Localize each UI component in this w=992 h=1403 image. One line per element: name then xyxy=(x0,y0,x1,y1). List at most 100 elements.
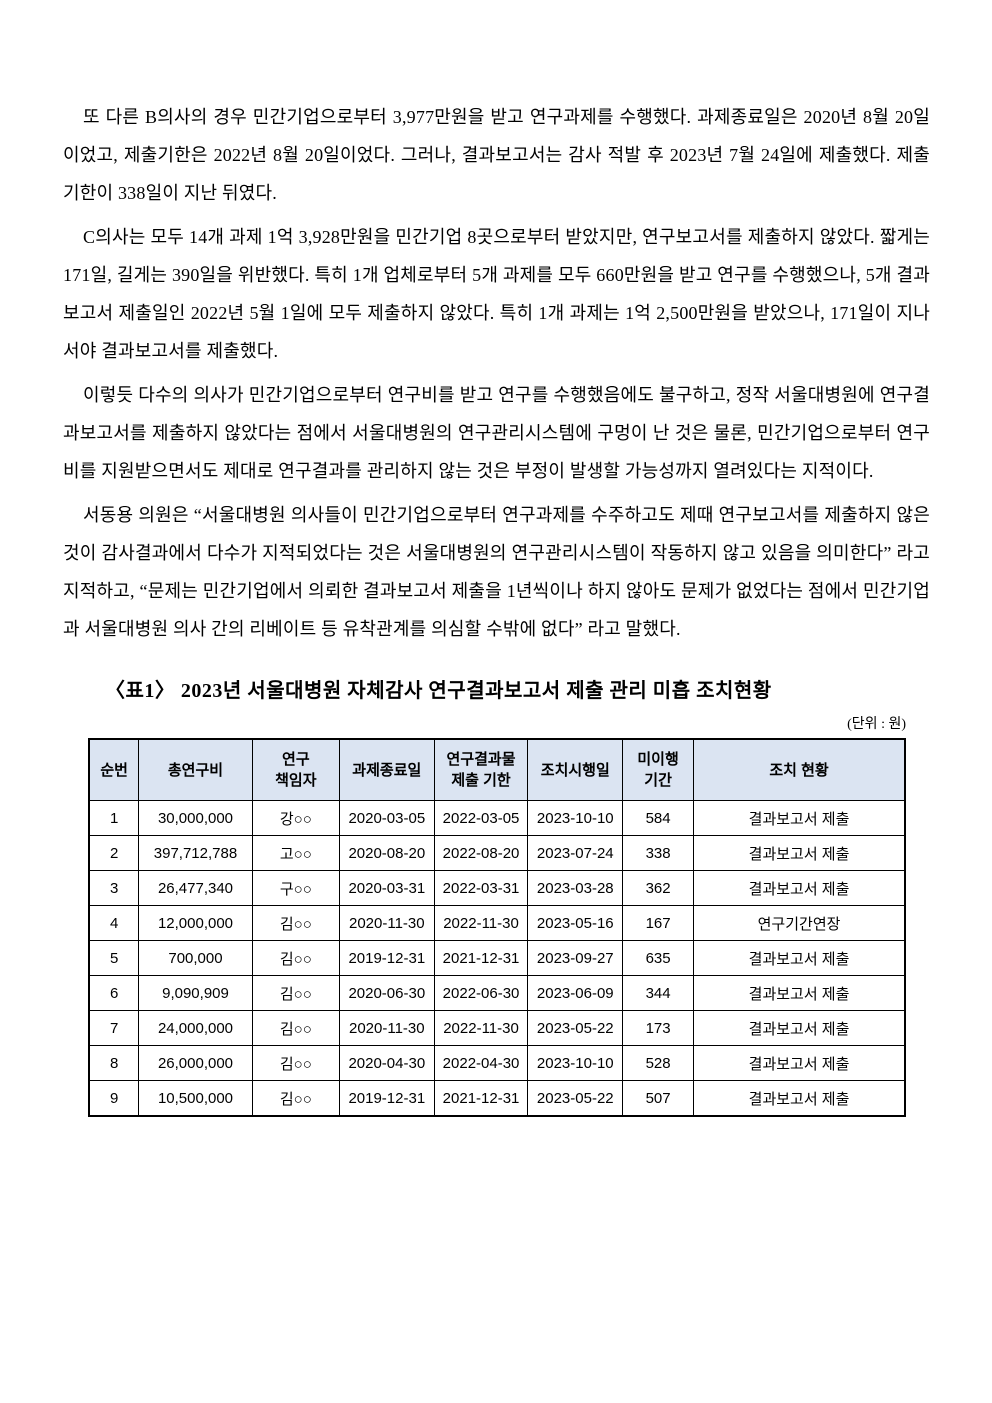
audit-table: 순번 총연구비 연구 책임자 과제종료일 연구결과물 제출 기한 조치시행일 미… xyxy=(88,738,906,1117)
table-cell: 528 xyxy=(622,1045,695,1081)
table-cell: 10,500,000 xyxy=(138,1080,253,1117)
column-header-index: 순번 xyxy=(88,738,140,801)
table-cell: 6 xyxy=(88,975,140,1011)
paragraph-quote: 서동용 의원은 “서울대병원 의사들이 민간기업으로부터 연구과제를 수주하고도… xyxy=(63,505,930,639)
table-cell: 2022-11-30 xyxy=(433,905,529,941)
table-cell: 2019-12-31 xyxy=(338,940,435,976)
table-cell: 2020-11-30 xyxy=(338,905,435,941)
table-cell: 8 xyxy=(88,1045,140,1081)
table-cell: 26,000,000 xyxy=(138,1045,253,1081)
unit-note: (단위 : 원) xyxy=(847,717,906,732)
table-cell: 2023-05-22 xyxy=(527,1080,624,1117)
article-body: 또 다른 B의사의 경우 민간기업으로부터 3,977만원을 받고 연구과제를 … xyxy=(63,98,930,648)
table-title: 〈표1〉 2023년 서울대병원 자체감사 연구결과보고서 제출 관리 미흡 조… xyxy=(105,680,772,702)
table-cell: 2021-12-31 xyxy=(433,1080,529,1117)
table-cell: 김○○ xyxy=(251,940,340,976)
paragraph-commentary: 이렇듯 다수의 의사가 민간기업으로부터 연구비를 받고 연구를 수행했음에도 … xyxy=(63,385,930,481)
table-cell: 2021-12-31 xyxy=(433,940,529,976)
table-cell: 26,477,340 xyxy=(138,870,253,906)
table-cell: 강○○ xyxy=(251,800,340,836)
table-cell: 결과보고서 제출 xyxy=(693,975,906,1011)
table-row: 9 10,500,000 김○○ 2019-12-31 2021-12-31 2023-0… xyxy=(88,1080,906,1117)
table-cell: 30,000,000 xyxy=(138,800,253,836)
table-cell: 338 xyxy=(622,835,695,871)
table-cell: 9,090,909 xyxy=(138,975,253,1011)
table-cell: 4 xyxy=(88,905,140,941)
table-cell: 2022-03-31 xyxy=(433,870,529,906)
column-header-researcher: 연구 책임자 xyxy=(251,738,340,801)
table-cell: 584 xyxy=(622,800,695,836)
table-body: 1 30,000,000 강○○ 2020-03-05 2022-03-05 2023-1… xyxy=(88,800,906,1117)
column-header-action-date: 조치시행일 xyxy=(527,738,624,801)
table-cell: 2023-06-09 xyxy=(527,975,624,1011)
column-header-total-fund: 총연구비 xyxy=(138,738,253,801)
header-row: 순번 총연구비 연구 책임자 과제종료일 연구결과물 제출 기한 조치시행일 미… xyxy=(88,738,906,801)
table-cell: 2020-04-30 xyxy=(338,1045,435,1081)
paragraph-case-b: 또 다른 B의사의 경우 민간기업으로부터 3,977만원을 받고 연구과제를 … xyxy=(63,107,930,203)
table-cell: 2023-09-27 xyxy=(527,940,624,976)
table-cell: 1 xyxy=(88,800,140,836)
table-cell: 173 xyxy=(622,1010,695,1046)
table-cell: 2022-04-30 xyxy=(433,1045,529,1081)
table-cell: 김○○ xyxy=(251,1045,340,1081)
table-cell: 결과보고서 제출 xyxy=(693,870,906,906)
table-cell: 고○○ xyxy=(251,835,340,871)
table-cell: 2020-06-30 xyxy=(338,975,435,1011)
table-cell: 2022-06-30 xyxy=(433,975,529,1011)
table-cell: 3 xyxy=(88,870,140,906)
table-cell: 5 xyxy=(88,940,140,976)
table-cell: 2023-03-28 xyxy=(527,870,624,906)
table-cell: 2023-10-10 xyxy=(527,800,624,836)
table-cell: 김○○ xyxy=(251,905,340,941)
table-row: 5 700,000 김○○ 2019-12-31 2021-12-31 2023-09-2… xyxy=(88,940,906,976)
table-section: 〈표1〉 2023년 서울대병원 자체감사 연구결과보고서 제출 관리 미흡 조… xyxy=(88,674,906,1117)
table-cell: 507 xyxy=(622,1080,695,1117)
table-cell: 결과보고서 제출 xyxy=(693,1010,906,1046)
table-row: 8 26,000,000 김○○ 2020-04-30 2022-04-30 2023-1… xyxy=(88,1045,906,1081)
table-cell: 2023-10-10 xyxy=(527,1045,624,1081)
table-cell: 24,000,000 xyxy=(138,1010,253,1046)
table-cell: 결과보고서 제출 xyxy=(693,835,906,871)
table-cell: 2020-08-20 xyxy=(338,835,435,871)
table-cell: 700,000 xyxy=(138,940,253,976)
table-row: 2 397,712,788 고○○ 2020-08-20 2022-08-20 2023-… xyxy=(88,835,906,871)
table-cell: 연구기간연장 xyxy=(693,905,906,941)
column-header-deadline: 연구결과물 제출 기한 xyxy=(433,738,529,801)
table-cell: 구○○ xyxy=(251,870,340,906)
table-cell: 2023-05-22 xyxy=(527,1010,624,1046)
table-cell: 397,712,788 xyxy=(138,835,253,871)
table-cell: 167 xyxy=(622,905,695,941)
table-cell: 2020-03-31 xyxy=(338,870,435,906)
table-cell: 7 xyxy=(88,1010,140,1046)
table-cell: 2023-07-24 xyxy=(527,835,624,871)
column-header-project-end: 과제종료일 xyxy=(338,738,435,801)
column-header-overdue-days: 미이행 기간 xyxy=(622,738,695,801)
table-cell: 2022-08-20 xyxy=(433,835,529,871)
table-cell: 2022-03-05 xyxy=(433,800,529,836)
table-cell: 2020-03-05 xyxy=(338,800,435,836)
table-cell: 2022-11-30 xyxy=(433,1010,529,1046)
table-cell: 2 xyxy=(88,835,140,871)
table-cell: 2020-11-30 xyxy=(338,1010,435,1046)
table-cell: 결과보고서 제출 xyxy=(693,940,906,976)
table-cell: 2023-05-16 xyxy=(527,905,624,941)
table-cell: 결과보고서 제출 xyxy=(693,1080,906,1117)
table-cell: 김○○ xyxy=(251,975,340,1011)
table-cell: 362 xyxy=(622,870,695,906)
table-cell: 12,000,000 xyxy=(138,905,253,941)
table-row: 3 26,477,340 구○○ 2020-03-31 2022-03-31 2023-0… xyxy=(88,870,906,906)
table-cell: 2019-12-31 xyxy=(338,1080,435,1117)
table-cell: 344 xyxy=(622,975,695,1011)
table-row: 7 24,000,000 김○○ 2020-11-30 2022-11-30 2023-0… xyxy=(88,1010,906,1046)
table-cell: 김○○ xyxy=(251,1010,340,1046)
table-cell: 김○○ xyxy=(251,1080,340,1117)
table-head: 순번 총연구비 연구 책임자 과제종료일 연구결과물 제출 기한 조치시행일 미… xyxy=(88,738,906,801)
table-row: 6 9,090,909 김○○ 2020-06-30 2022-06-30 2023-06… xyxy=(88,975,906,1011)
table-cell: 9 xyxy=(88,1080,140,1117)
table-cell: 결과보고서 제출 xyxy=(693,800,906,836)
table-row: 1 30,000,000 강○○ 2020-03-05 2022-03-05 2023-1… xyxy=(88,800,906,836)
table-row: 4 12,000,000 김○○ 2020-11-30 2022-11-30 2023-0… xyxy=(88,905,906,941)
table-cell: 결과보고서 제출 xyxy=(693,1045,906,1081)
column-header-action-status: 조치 현황 xyxy=(693,738,906,801)
